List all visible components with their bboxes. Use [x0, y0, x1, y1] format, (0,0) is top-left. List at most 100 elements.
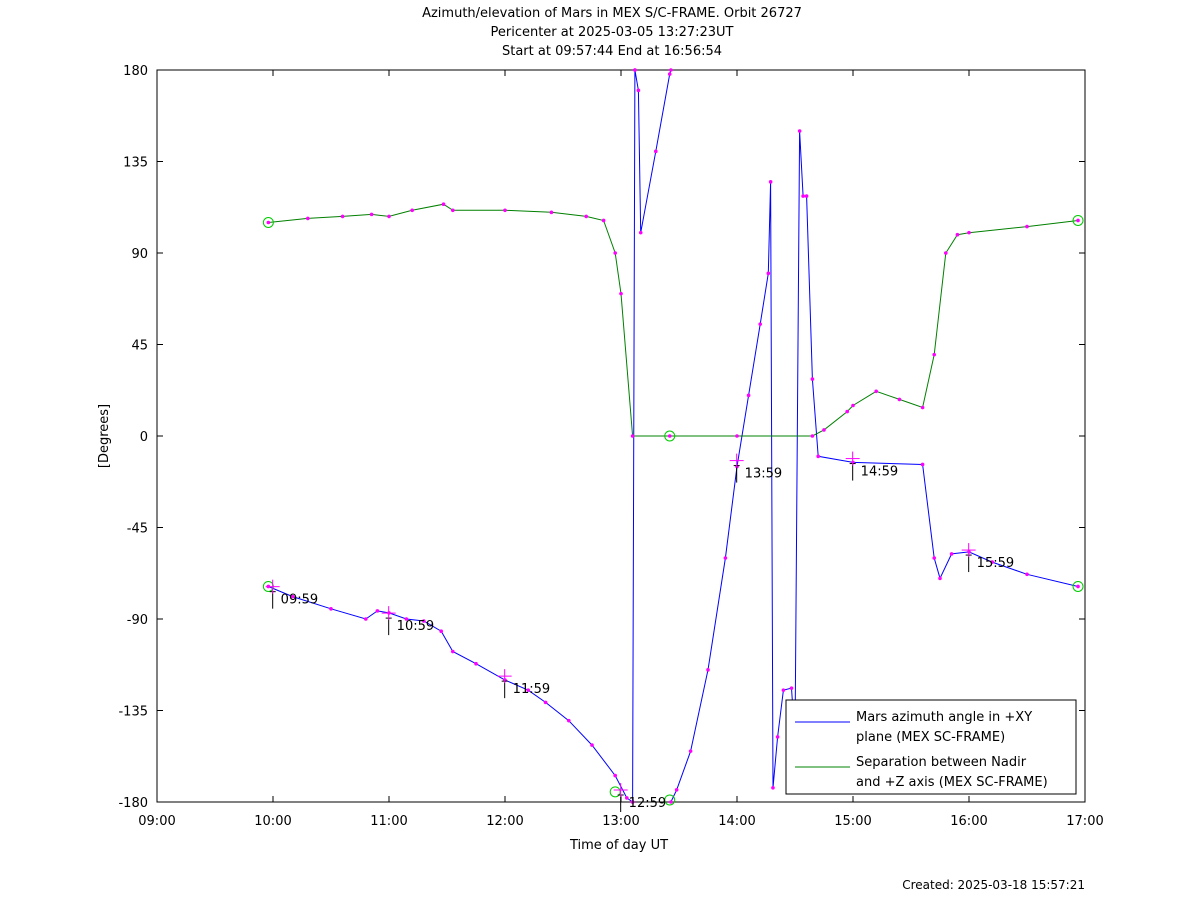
- sample-dot: [758, 322, 762, 326]
- sample-dot: [932, 352, 936, 357]
- x-tick-label: 15:00: [834, 814, 871, 829]
- sample-dot: [1025, 224, 1029, 229]
- sample-dot: [920, 405, 925, 410]
- sample-dot: [932, 556, 936, 560]
- sample-dot: [451, 208, 455, 213]
- sample-dot: [387, 214, 391, 219]
- x-tick-label: 16:00: [950, 814, 987, 829]
- event-circle-marker: [1072, 214, 1084, 226]
- sample-dot: [990, 560, 994, 564]
- sample-dot: [667, 434, 672, 438]
- sample-dot: [766, 271, 771, 276]
- sample-dot: [768, 180, 773, 184]
- sample-dot: [439, 629, 444, 633]
- x-tick-label: 13:00: [602, 814, 639, 829]
- y-tick-label: -45: [127, 522, 148, 537]
- sample-dot: [746, 393, 751, 398]
- plot-frame: [156, 69, 1086, 803]
- sample-dot: [636, 88, 641, 93]
- sample-dot: [633, 68, 637, 72]
- sample-dot: [920, 462, 925, 467]
- sample-dot: [630, 434, 635, 438]
- event-circle-marker: [664, 794, 676, 806]
- chart-title-line-3: Start at 09:57:44 End at 16:56:54: [502, 44, 722, 59]
- sample-dot: [845, 409, 849, 414]
- y-tick-label: 90: [131, 247, 148, 262]
- legend-label-separation-line-2: and +Z axis (MEX SC-FRAME): [856, 775, 1048, 790]
- time-annotation-label: 15:59: [977, 556, 1014, 571]
- y-tick-label: 180: [123, 64, 148, 79]
- time-annotation-label: 12:59: [629, 796, 666, 811]
- sample-dot: [688, 749, 693, 753]
- event-circle-marker: [1072, 580, 1084, 592]
- sample-dot: [329, 607, 333, 611]
- sample-dot: [441, 202, 446, 206]
- y-tick-label: 0: [140, 430, 148, 445]
- x-tick-label: 10:00: [254, 814, 291, 829]
- sample-dot: [781, 688, 786, 692]
- sample-dot: [410, 208, 415, 213]
- legend-label-separation-line-1: Separation between Nadir: [856, 755, 1027, 770]
- sample-dot: [967, 230, 971, 235]
- sample-dot: [874, 389, 878, 394]
- sample-dot: [364, 617, 368, 621]
- sample-dot: [669, 800, 673, 804]
- sample-dot: [938, 576, 942, 581]
- x-tick-label: 09:00: [138, 814, 175, 829]
- legend-label-azimuth-line-2: plane (MEX SC-FRAME): [856, 730, 1005, 745]
- sample-dot: [630, 800, 635, 804]
- time-annotation-label: 13:59: [745, 467, 782, 482]
- sample-dot: [340, 214, 345, 219]
- sample-dot: [771, 785, 775, 790]
- sample-dot: [789, 686, 794, 690]
- sample-dot: [810, 434, 815, 438]
- time-annotation-label: 09:59: [281, 593, 318, 608]
- sample-dot: [266, 220, 271, 225]
- sample-dot: [526, 688, 530, 692]
- axis-tick-labels: 09:00 10:00 11:00 12:00 13:00 14:00 15:00 16:00…: [118, 64, 1103, 829]
- sample-dot: [474, 661, 478, 666]
- sample-dot: [706, 668, 710, 672]
- sample-dot: [613, 251, 617, 255]
- y-tick-label: -180: [118, 796, 148, 811]
- sample-dot: [625, 796, 629, 800]
- data-markers: [262, 68, 1084, 806]
- sample-dot: [619, 291, 623, 296]
- series-lines: [268, 69, 1079, 803]
- sample-dot: [797, 129, 802, 133]
- sample-dot: [601, 218, 606, 223]
- sample-dot: [638, 230, 643, 235]
- sample-dot: [944, 251, 948, 255]
- created-timestamp: Created: 2025-03-18 15:57:21: [902, 878, 1085, 892]
- sample-dot: [1076, 584, 1080, 589]
- sample-dot: [584, 214, 588, 219]
- sample-dot: [735, 434, 739, 438]
- y-axis-label: [Degrees]: [97, 404, 112, 468]
- sample-dot: [451, 649, 455, 654]
- chart-title-line-1: Azimuth/elevation of Mars in MEX S/C-FRA…: [422, 6, 802, 21]
- sample-dot: [654, 149, 658, 154]
- time-annotation-label: 10:59: [397, 619, 434, 634]
- time-annotation-label: 14:59: [861, 465, 898, 480]
- chart-title: Azimuth/elevation of Mars in MEX S/C-FRA…: [422, 6, 802, 59]
- sample-dot: [1076, 218, 1080, 223]
- sample-dot: [801, 194, 805, 198]
- sample-dot: [543, 700, 548, 705]
- sample-dot: [822, 428, 826, 432]
- event-circle-marker: [664, 430, 676, 442]
- y-tick-label: -90: [127, 613, 148, 628]
- sample-dot: [775, 735, 780, 739]
- sample-dot: [613, 773, 617, 778]
- sample-dot: [674, 788, 679, 792]
- sample-dot: [549, 210, 554, 215]
- legend: Mars azimuth angle in +XY plane (MEX SC-…: [785, 699, 1077, 795]
- sample-dot: [810, 377, 815, 381]
- sample-dot: [667, 72, 672, 76]
- time-annotation-label: 11:59: [513, 682, 550, 697]
- sample-dot: [723, 556, 728, 560]
- sample-dot: [590, 743, 594, 747]
- sample-dot: [851, 403, 855, 408]
- sample-dot: [422, 619, 426, 623]
- legend-label-azimuth-line-1: Mars azimuth angle in +XY: [856, 710, 1032, 725]
- sample-dot: [816, 454, 820, 459]
